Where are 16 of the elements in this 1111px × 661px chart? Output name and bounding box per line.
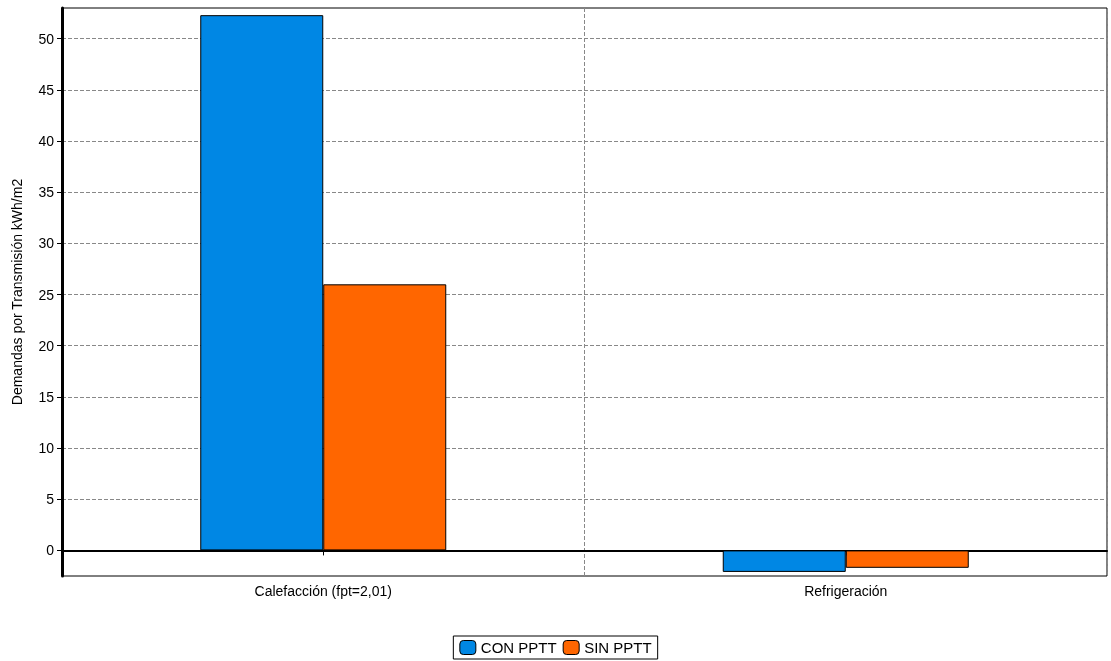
y-tick-label: 0	[46, 542, 55, 559]
y-axis-title: Demandas por Transmisión kWh/m2	[9, 178, 25, 406]
y-tick-label: 20	[38, 337, 55, 354]
y-tick-label: 15	[38, 388, 55, 405]
y-tick-label: 40	[38, 133, 55, 150]
y-tick-label: 35	[38, 184, 55, 201]
y-tick-label: 10	[38, 440, 55, 457]
y-tick-label: 50	[38, 30, 55, 47]
legend-label: SIN PPTT	[584, 639, 652, 656]
y-tick-label: 25	[38, 286, 55, 303]
y-tick-label: 30	[38, 235, 55, 252]
legend-label: CON PPTT	[480, 639, 557, 656]
y-tick-label: 45	[38, 81, 55, 98]
y-tick-label: 5	[46, 491, 55, 508]
x-tick-label: Calefacción (fpt=2,01)	[254, 583, 392, 599]
x-tick-label: Refrigeración	[804, 583, 888, 599]
